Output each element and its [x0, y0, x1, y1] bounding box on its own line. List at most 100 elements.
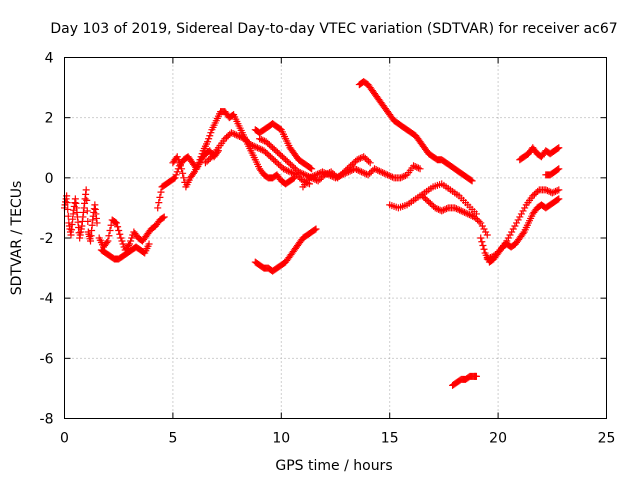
- data-point: [400, 172, 408, 180]
- data-point: [155, 199, 163, 207]
- data-point: [105, 232, 113, 240]
- data-point: [365, 157, 373, 165]
- data-point: [325, 171, 333, 179]
- data-point: [82, 186, 90, 194]
- data-point: [116, 230, 124, 238]
- data-point: [154, 204, 162, 212]
- data-point: [237, 133, 245, 141]
- data-point: [179, 169, 187, 177]
- data-point: [273, 159, 281, 167]
- data-point: [257, 135, 265, 143]
- data-point: [312, 171, 320, 179]
- data-point: [296, 169, 304, 177]
- data-point: [506, 231, 514, 239]
- data-point: [555, 195, 563, 203]
- data-point: [207, 129, 215, 137]
- data-point: [340, 170, 348, 178]
- data-point: [516, 213, 524, 221]
- data-point: [366, 159, 374, 167]
- data-point: [358, 168, 366, 176]
- data-point: [439, 206, 447, 214]
- data-point: [174, 156, 182, 164]
- data-point: [375, 167, 383, 175]
- data-point: [284, 167, 292, 175]
- data-point: [124, 242, 132, 250]
- data-point: [554, 145, 562, 153]
- data-point: [262, 148, 270, 156]
- data-point: [480, 225, 488, 233]
- data-point: [356, 167, 364, 175]
- data-point: [311, 226, 319, 234]
- data-point: [545, 187, 553, 195]
- data-point: [269, 144, 277, 152]
- data-point: [240, 135, 248, 143]
- data-point: [388, 173, 396, 181]
- data-point: [503, 237, 511, 245]
- series-arc-7: [251, 120, 316, 173]
- data-point: [517, 210, 525, 218]
- x-tick-label: 0: [60, 431, 69, 447]
- data-point: [483, 255, 491, 263]
- data-point: [438, 207, 446, 215]
- data-point: [244, 138, 252, 146]
- data-point: [335, 172, 343, 180]
- data-point: [474, 216, 482, 224]
- data-point: [170, 175, 178, 183]
- data-point: [126, 240, 134, 248]
- data-point: [281, 166, 289, 174]
- data-point: [119, 240, 127, 248]
- data-point: [351, 165, 359, 173]
- data-point: [301, 171, 309, 179]
- data-point: [196, 156, 204, 164]
- data-point: [353, 166, 361, 174]
- x-tick-label: 25: [598, 431, 616, 447]
- data-point: [310, 172, 318, 180]
- data-point: [519, 207, 527, 215]
- data-point: [336, 172, 344, 180]
- x-axis-label: GPS time / hours: [275, 458, 392, 474]
- data-point: [343, 169, 351, 177]
- data-point: [103, 239, 111, 247]
- data-point: [472, 372, 480, 380]
- data-point: [554, 196, 562, 204]
- data-point: [250, 142, 258, 150]
- data-point: [315, 169, 323, 177]
- data-point: [291, 165, 299, 173]
- data-point: [271, 157, 279, 165]
- data-point: [224, 132, 232, 140]
- data-point: [532, 189, 540, 197]
- data-point: [421, 195, 429, 203]
- data-point: [295, 168, 303, 176]
- data-point: [441, 205, 449, 213]
- data-point: [285, 159, 293, 167]
- data-point: [495, 248, 503, 256]
- data-point: [529, 192, 537, 200]
- data-point: [265, 151, 273, 159]
- data-point: [452, 205, 460, 213]
- data-point: [420, 193, 428, 201]
- data-point: [288, 162, 296, 170]
- data-point: [288, 169, 296, 177]
- data-point: [472, 214, 480, 222]
- data-point: [341, 169, 349, 177]
- data-point: [483, 231, 491, 239]
- data-point: [511, 222, 519, 230]
- data-point: [332, 174, 339, 182]
- data-point: [426, 199, 434, 207]
- data-point: [234, 132, 242, 140]
- data-point: [451, 204, 459, 212]
- data-point: [107, 221, 115, 229]
- data-point: [490, 252, 498, 260]
- data-point: [253, 144, 261, 152]
- data-point: [460, 208, 468, 216]
- data-point: [299, 177, 307, 185]
- data-point: [508, 228, 516, 236]
- series-arc-14: [483, 186, 563, 263]
- data-point: [270, 145, 278, 153]
- data-point: [279, 165, 287, 173]
- data-point: [348, 166, 356, 174]
- data-point: [195, 159, 203, 167]
- data-point: [305, 174, 313, 182]
- data-point: [316, 175, 324, 183]
- data-point: [348, 160, 356, 168]
